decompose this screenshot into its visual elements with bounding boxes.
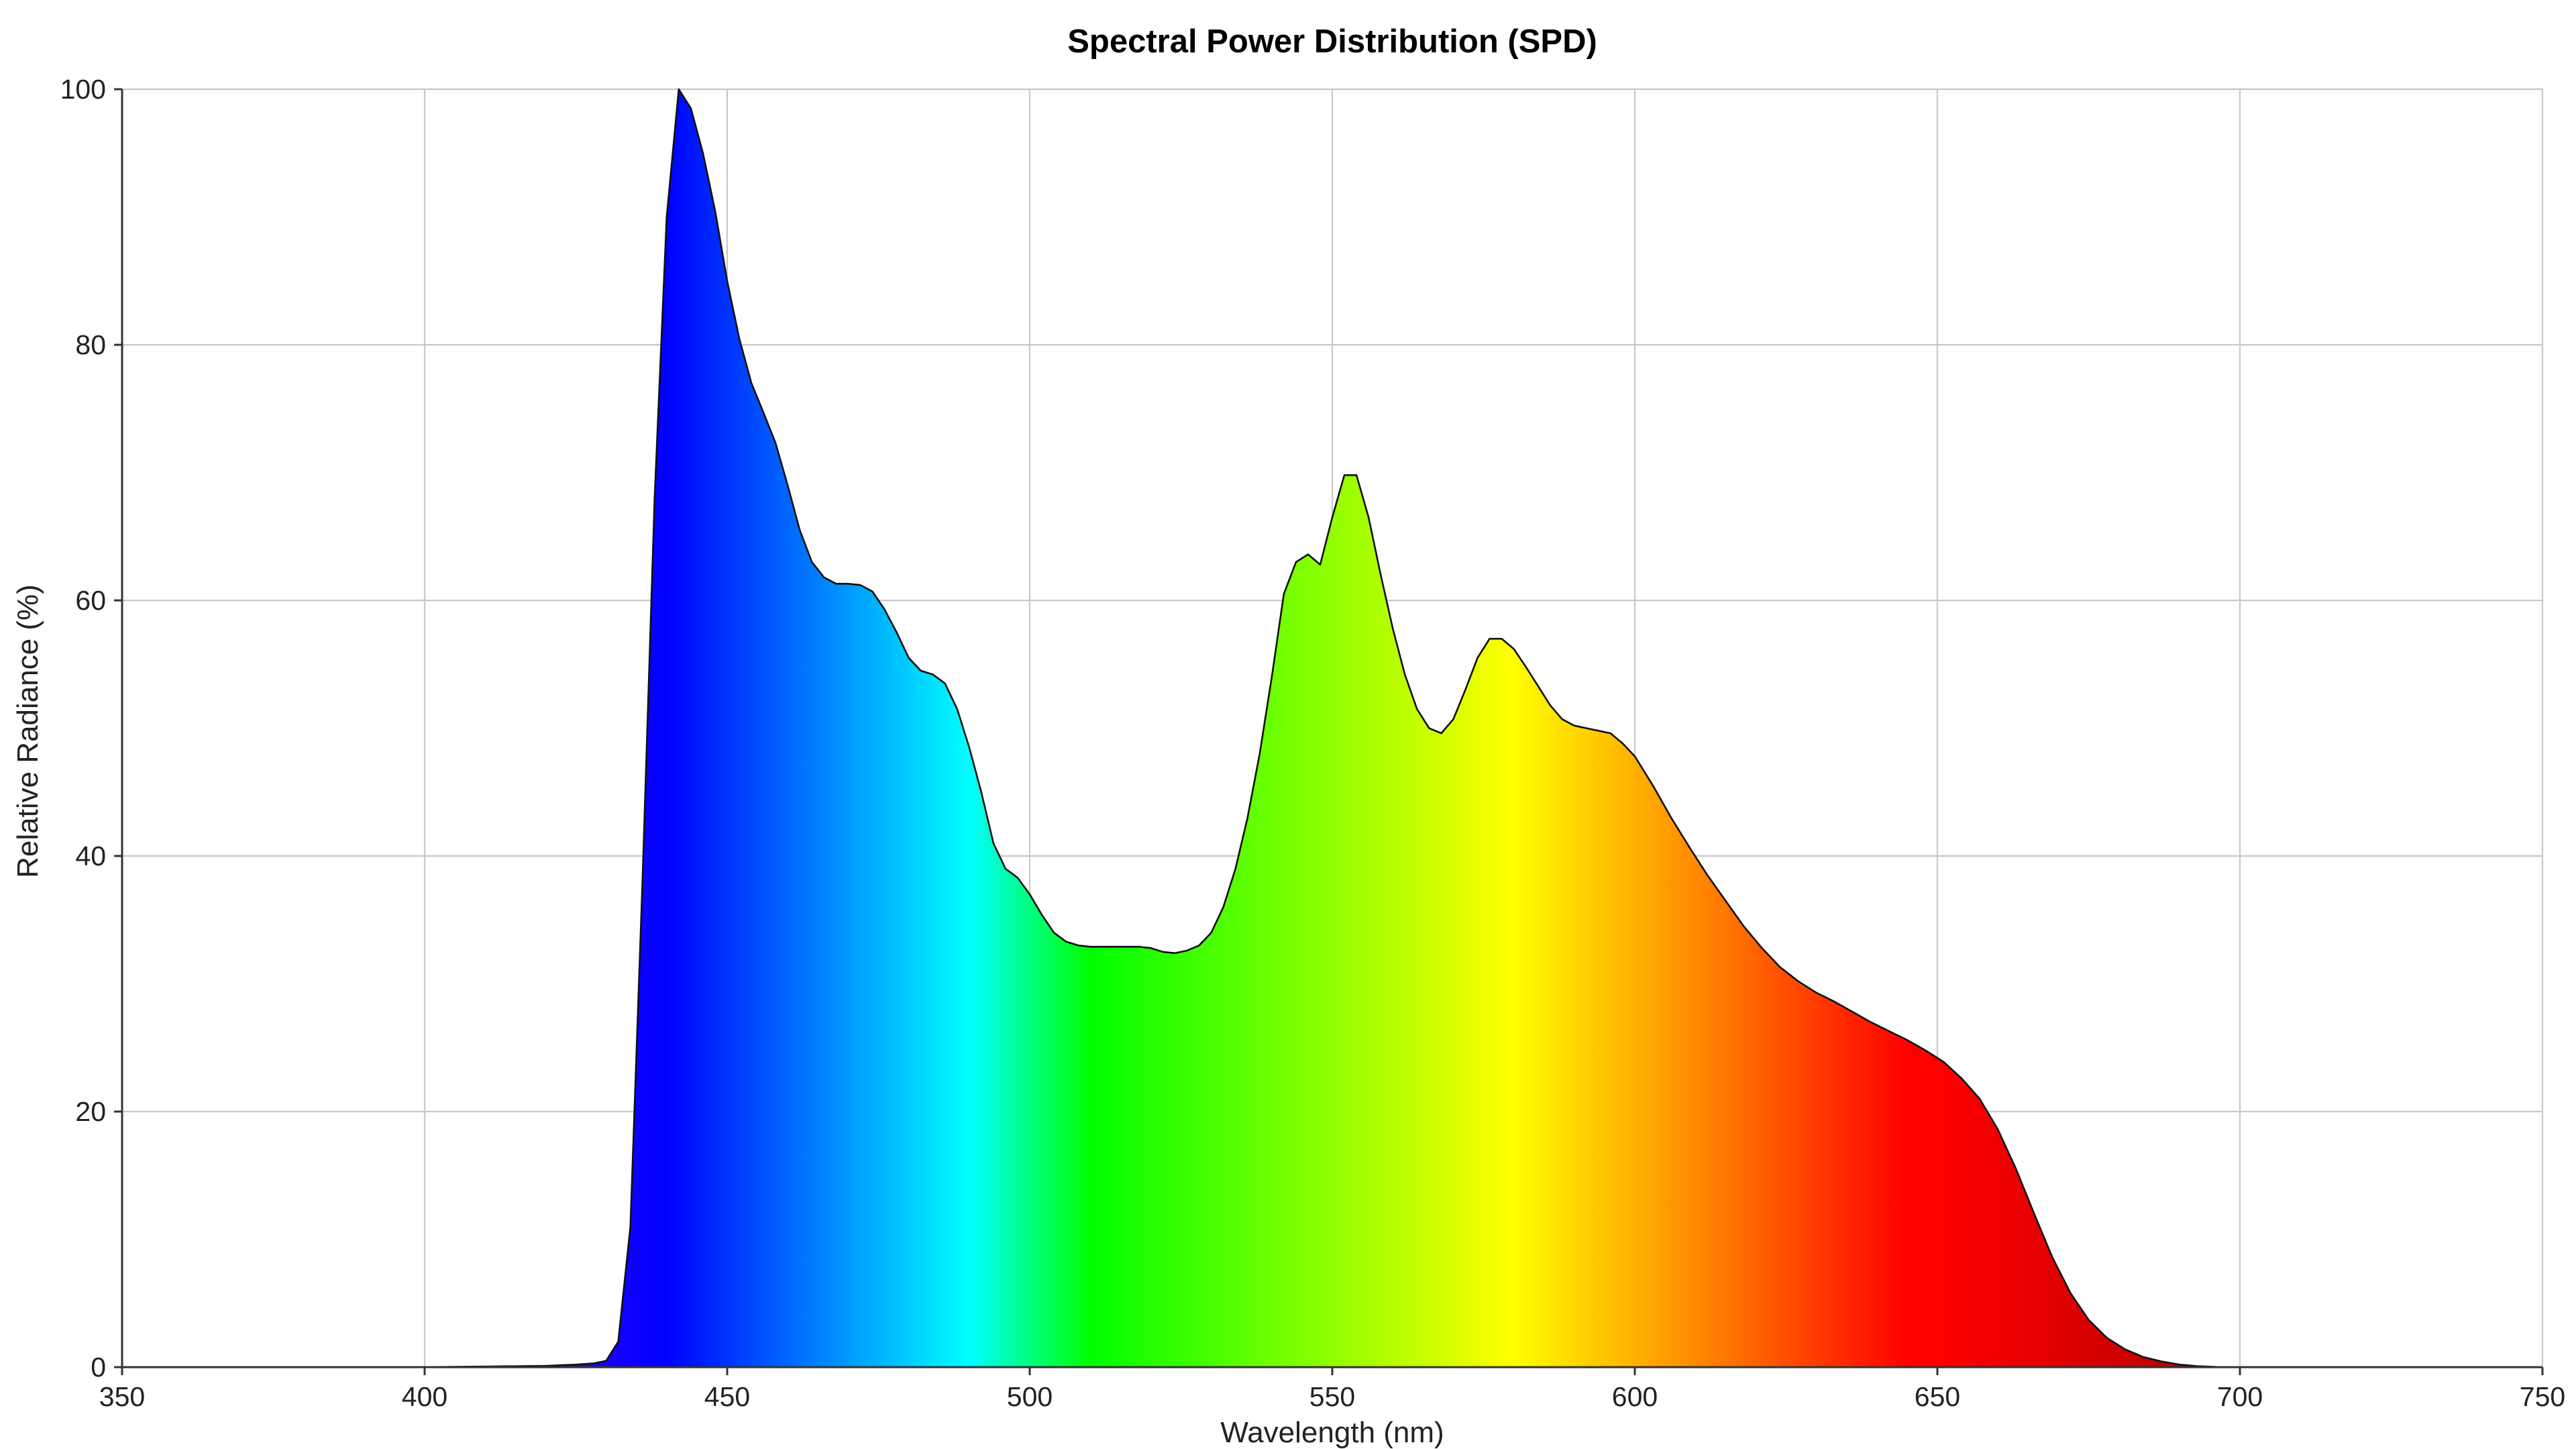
y-tick-label: 100 (60, 74, 106, 105)
x-tick-label: 400 (402, 1381, 447, 1412)
x-tick-label: 450 (704, 1381, 750, 1412)
x-tick-label: 600 (1612, 1381, 1658, 1412)
y-tick-label: 20 (75, 1096, 106, 1127)
spd-area (122, 89, 2542, 1367)
spd-area-layer (122, 88, 2542, 1368)
x-axis-label: Wavelength (nm) (1220, 1416, 1444, 1449)
tick-labels: 350 400 450 500 550 600 650 700 750 0 20 40 60 80 100 (60, 74, 2566, 1412)
y-tick-label: 40 (75, 841, 106, 871)
x-tick-label: 700 (2217, 1381, 2263, 1412)
spd-line (122, 88, 2542, 1368)
x-tick-label: 750 (2520, 1381, 2565, 1412)
y-tick-label: 80 (75, 329, 106, 360)
x-tick-label: 350 (99, 1381, 145, 1412)
x-tick-label: 650 (1915, 1381, 1960, 1412)
y-tick-label: 60 (75, 585, 106, 616)
y-tick-label: 0 (91, 1352, 106, 1383)
x-tick-label: 550 (1309, 1381, 1355, 1412)
chart-title: Spectral Power Distribution (SPD) (1067, 23, 1597, 60)
y-axis-label: Relative Radiance (%) (11, 584, 44, 878)
x-tick-label: 500 (1007, 1381, 1053, 1412)
axes (114, 88, 2544, 1375)
